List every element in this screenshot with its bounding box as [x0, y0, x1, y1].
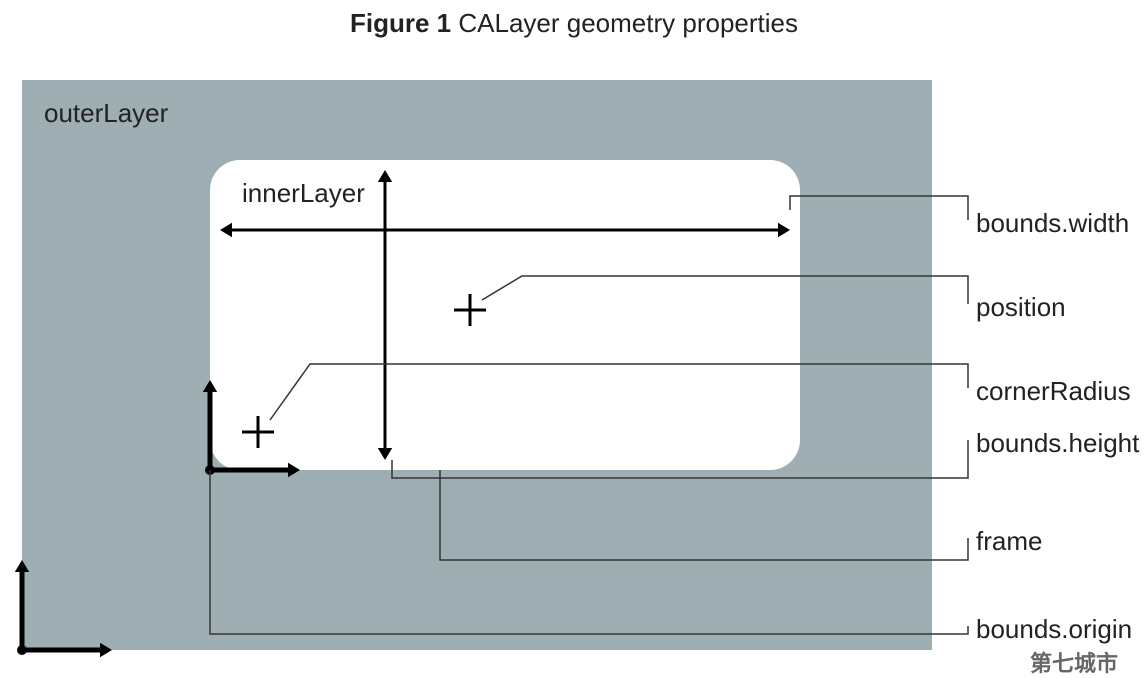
inner-layer-label: innerLayer	[242, 178, 365, 209]
figure-caption: CALayer geometry properties	[451, 8, 798, 38]
label-frame: frame	[976, 526, 1042, 557]
watermark-text: 第七城市	[1030, 646, 1118, 678]
label-position: position	[976, 292, 1066, 323]
label-corner-radius: cornerRadius	[976, 376, 1131, 407]
outer-layer-label: outerLayer	[44, 98, 168, 129]
label-bounds-width: bounds.width	[976, 208, 1129, 239]
figure-number: Figure 1	[350, 8, 451, 38]
label-bounds-origin: bounds.origin	[976, 614, 1132, 645]
figure-title: Figure 1 CALayer geometry properties	[0, 8, 1148, 39]
label-bounds-height: bounds.height	[976, 428, 1139, 459]
